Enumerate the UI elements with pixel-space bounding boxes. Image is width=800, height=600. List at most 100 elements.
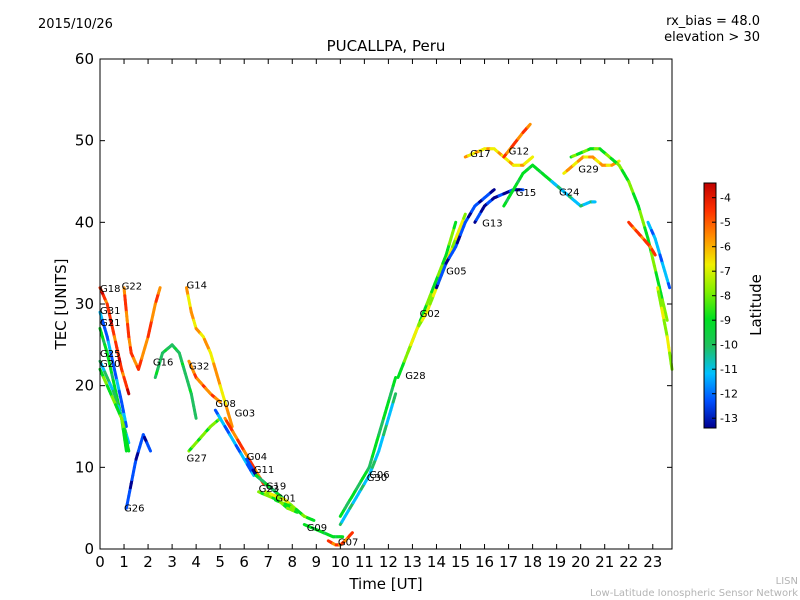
x-tick-label: 9 — [312, 553, 322, 571]
satellite-label-g24: G24 — [559, 187, 579, 198]
satellite-label-g30: G30 — [367, 473, 387, 484]
x-axis-label: Time [UT] — [348, 575, 422, 593]
series-g10b — [646, 220, 672, 290]
x-tick-label: 12 — [379, 553, 398, 571]
series-g18 — [98, 286, 131, 396]
series-segment — [664, 312, 669, 322]
series-segment — [228, 418, 234, 428]
series-g06 — [338, 376, 398, 518]
footer-lisn: LISN — [775, 576, 798, 587]
x-tick-label: 11 — [355, 553, 374, 571]
satellite-label-g05: G05 — [446, 267, 466, 278]
colorbar-tick-label: -10 — [720, 339, 738, 352]
y-tick-label: 60 — [75, 50, 94, 68]
satellite-label-g32: G32 — [189, 361, 209, 372]
colorbar-tick-label: -12 — [720, 388, 738, 401]
series-g30 — [338, 392, 398, 526]
satellite-label-g01: G01 — [275, 494, 295, 505]
series-segment — [124, 420, 128, 428]
series-g32b — [627, 220, 657, 257]
series-g16 — [153, 343, 198, 420]
footer-network: Low-Latitude Ionospheric Sensor Network — [590, 588, 798, 599]
satellite-label-g29: G29 — [578, 165, 598, 176]
satellite-label-g19: G19 — [266, 481, 286, 492]
colorbar-tick-label: -11 — [720, 363, 738, 376]
y-tick-label: 40 — [75, 213, 94, 231]
satellite-label-g16: G16 — [153, 357, 173, 368]
x-tick-label: 6 — [239, 553, 249, 571]
series-g24 — [550, 180, 597, 208]
satellite-label-g23: G23 — [259, 484, 279, 495]
x-tick-label: 21 — [595, 553, 614, 571]
series-g28 — [396, 220, 458, 379]
y-tick-label: 0 — [84, 540, 94, 558]
x-tick-label: 16 — [475, 553, 494, 571]
satellite-label-g20: G20 — [100, 359, 120, 370]
series-segment — [491, 188, 496, 193]
series-segment — [666, 282, 672, 290]
series-g20b — [569, 147, 669, 322]
colorbar-label: Latitude — [747, 274, 765, 336]
series-segment — [157, 286, 162, 292]
series-segment — [452, 220, 458, 230]
x-tick-label: 23 — [643, 553, 662, 571]
colorbar: -4 -5 -6 -7 -8 -9 -10 -11 -12 -13 — [703, 182, 738, 429]
series-g03 — [223, 416, 265, 486]
y-tick-label: 50 — [75, 132, 94, 150]
satellite-label-g28: G28 — [405, 371, 425, 382]
series-segment — [294, 510, 299, 514]
series-g12 — [502, 122, 532, 159]
x-tick-label: 19 — [547, 553, 566, 571]
satellite-label-g06: G06 — [369, 470, 389, 481]
rx-bias-label: rx_bias = 48.0 — [666, 14, 760, 29]
series-segment — [193, 412, 198, 420]
satellite-label-g18: G18 — [100, 284, 120, 295]
x-tick-label: 7 — [263, 553, 273, 571]
satellite-label-g13: G13 — [482, 218, 502, 229]
x-tick-label: 20 — [571, 553, 590, 571]
x-tick-label: 5 — [215, 553, 225, 571]
x-tick-label: 17 — [499, 553, 518, 571]
satellite-label-g14: G14 — [187, 281, 207, 292]
satellite-label-g27: G27 — [187, 454, 207, 465]
series-g17 — [463, 147, 535, 167]
x-tick-label: 2 — [143, 553, 153, 571]
series-g08 — [213, 408, 256, 477]
series-segment — [527, 122, 532, 128]
series-segment — [392, 392, 398, 400]
x-tick-label: 1 — [119, 553, 129, 571]
satellite-label-g15: G15 — [516, 188, 536, 199]
colorbar-tick-label: -13 — [720, 412, 738, 425]
y-tick-label: 10 — [75, 458, 94, 476]
colorbar-tick-label: -8 — [720, 290, 731, 303]
series-segment — [250, 471, 256, 477]
x-tick-label: 4 — [191, 553, 201, 571]
series-g15 — [502, 163, 563, 208]
date-label: 2015/10/26 — [38, 17, 113, 32]
series-g09 — [302, 523, 345, 539]
satellite-label-g22: G22 — [122, 281, 142, 292]
x-tick-label: 3 — [167, 553, 177, 571]
series-segment — [616, 159, 621, 164]
series-g13 — [473, 188, 525, 224]
satellite-label-g04: G04 — [247, 452, 267, 463]
series-g14 — [185, 286, 234, 428]
chart-title: PUCALLPA, Peru — [326, 37, 446, 55]
series-segment — [126, 388, 131, 396]
series-segment — [652, 252, 657, 257]
y-tick-label: 30 — [75, 295, 94, 313]
x-tick-label: 8 — [287, 553, 297, 571]
colorbar-tick-label: -4 — [720, 192, 731, 205]
satellite-label-g02: G02 — [420, 309, 440, 320]
series-g22 — [122, 286, 162, 371]
elevation-label: elevation > 30 — [664, 30, 760, 45]
x-tick-label: 22 — [619, 553, 638, 571]
x-tick-label: 14 — [427, 553, 446, 571]
satellite-label-g09: G09 — [307, 523, 327, 534]
series-segment — [217, 399, 222, 404]
y-axis-label: TEC [UNITS] — [52, 259, 70, 351]
series-g27 — [187, 416, 222, 453]
series-g32 — [187, 359, 222, 404]
colorbar-tick-label: -7 — [720, 265, 731, 278]
satellite-label-g31: G31 — [100, 306, 120, 317]
